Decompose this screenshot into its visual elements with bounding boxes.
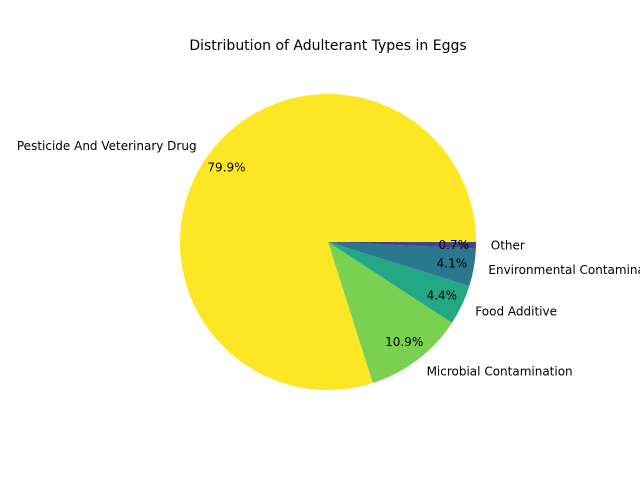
slice-label-other: Other bbox=[491, 239, 525, 253]
pie-slice-pesticide-and-veterinary-drug bbox=[180, 94, 476, 391]
slice-percent-other: 0.7% bbox=[439, 238, 470, 252]
slice-label-pesticide-and-veterinary-drug: Pesticide And Veterinary Drug bbox=[17, 139, 197, 153]
slice-label-environmental-contaminant: Environmental Contaminant bbox=[488, 263, 640, 277]
slice-percent-food-additive: 4.4% bbox=[427, 289, 458, 303]
slice-percent-microbial-contamination: 10.9% bbox=[385, 335, 423, 349]
pie-slice-environmental-contaminant bbox=[328, 242, 476, 286]
slice-percent-environmental-contaminant: 4.1% bbox=[437, 257, 468, 271]
pie-labels: Pesticide And Veterinary Drug 79.9% Microb… bbox=[17, 139, 640, 379]
chart-title: Distribution of Adulterant Types in Eggs bbox=[189, 38, 466, 54]
pie-slice-other bbox=[328, 242, 476, 249]
pie-slices bbox=[180, 94, 476, 391]
slice-label-food-additive: Food Additive bbox=[475, 304, 557, 318]
slice-label-microbial-contamination: Microbial Contamination bbox=[427, 365, 573, 379]
slice-percent-pesticide-and-veterinary-drug: 79.9% bbox=[207, 161, 245, 175]
pie-slice-microbial-contamination bbox=[328, 242, 452, 384]
pie-slice-food-additive bbox=[328, 242, 470, 323]
